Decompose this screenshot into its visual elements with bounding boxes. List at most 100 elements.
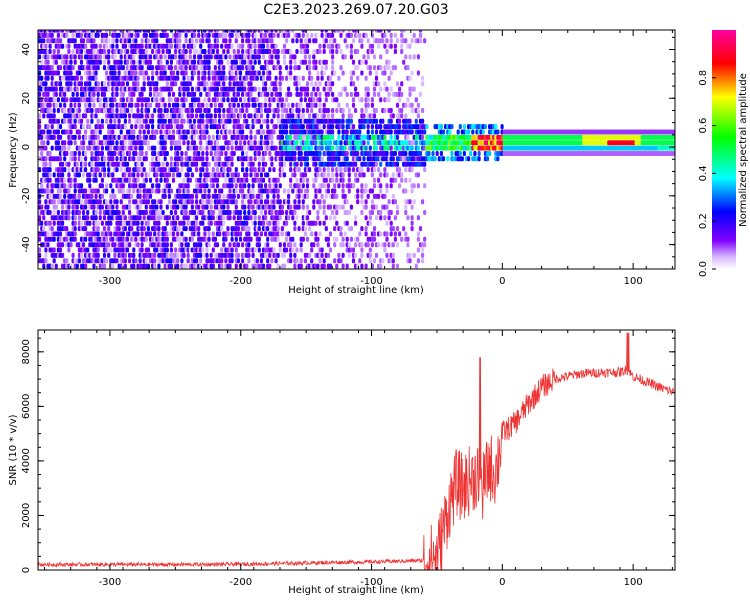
heatmap-cell bbox=[92, 38, 96, 44]
heatmap-cell bbox=[77, 210, 81, 215]
heatmap-cell bbox=[73, 177, 77, 183]
heatmap-cell bbox=[318, 49, 322, 54]
heatmap-cell bbox=[339, 167, 343, 173]
heatmap-cell bbox=[266, 226, 270, 232]
heatmap-cell bbox=[136, 231, 140, 237]
heatmap-cell bbox=[364, 231, 368, 237]
heatmap-cell bbox=[226, 49, 230, 54]
heatmap-cell bbox=[364, 215, 368, 221]
heatmap-cell bbox=[119, 129, 123, 135]
heatmap-cell bbox=[138, 258, 142, 264]
heatmap-cell bbox=[201, 210, 205, 215]
heatmap-cell bbox=[138, 215, 142, 221]
heatmap-cell bbox=[146, 97, 150, 103]
heatmap-cell bbox=[354, 86, 358, 92]
heatmap-cell bbox=[218, 124, 222, 130]
heatmap-cell bbox=[339, 32, 343, 38]
heatmap-cell bbox=[387, 91, 391, 97]
heatmap-cell bbox=[140, 145, 144, 151]
heatmap-cell bbox=[249, 59, 253, 65]
heatmap-cell bbox=[107, 167, 111, 173]
heatmap-cell bbox=[151, 156, 155, 162]
heatmap-cell bbox=[316, 263, 320, 269]
heatmap-cell bbox=[115, 108, 119, 113]
heatmap-cell bbox=[421, 75, 425, 81]
heatmap-cell bbox=[268, 167, 272, 173]
heatmap-cell bbox=[46, 91, 50, 97]
heatmap-cell bbox=[324, 65, 328, 71]
heatmap-cell bbox=[274, 43, 278, 49]
heatmap-cell bbox=[297, 193, 301, 199]
heatmap-cell bbox=[96, 247, 100, 253]
heatmap-cell bbox=[360, 59, 364, 65]
heatmap-cell bbox=[293, 220, 297, 226]
heatmap-cell bbox=[157, 263, 161, 269]
heatmap-cell bbox=[257, 161, 261, 167]
heatmap-cell bbox=[54, 263, 58, 269]
heatmap-cell bbox=[132, 188, 136, 194]
heatmap-cell bbox=[48, 167, 52, 173]
heatmap-cell bbox=[423, 167, 427, 173]
heatmap-cell bbox=[203, 86, 207, 92]
heatmap-cell bbox=[264, 97, 268, 103]
heatmap-cell bbox=[77, 102, 81, 108]
heatmap-cell bbox=[305, 161, 310, 167]
heatmap-cell bbox=[347, 108, 351, 113]
heatmap-cell bbox=[318, 43, 322, 49]
heatmap-cell bbox=[393, 231, 397, 237]
heatmap-cell bbox=[305, 86, 310, 92]
heatmap-cell bbox=[351, 70, 356, 76]
heatmap-cell bbox=[63, 91, 67, 97]
heatmap-cell bbox=[408, 258, 412, 264]
heatmap-cell bbox=[73, 231, 77, 237]
heatmap-cell bbox=[71, 252, 75, 258]
heatmap-cell bbox=[337, 156, 341, 162]
heatmap-cell bbox=[360, 43, 364, 49]
heatmap-cell bbox=[207, 59, 211, 65]
heatmap-cell bbox=[92, 97, 96, 103]
heatmap-cell bbox=[38, 236, 42, 242]
heatmap-cell bbox=[115, 156, 119, 162]
heatmap-cell bbox=[213, 65, 217, 71]
heatmap-cell bbox=[100, 177, 104, 183]
heatmap-cell bbox=[136, 75, 140, 81]
heatmap-cell bbox=[121, 81, 125, 87]
heatmap-cell bbox=[387, 199, 391, 205]
heatmap-cell bbox=[257, 70, 261, 76]
heatmap-cell bbox=[38, 167, 42, 173]
heatmap-cell bbox=[86, 210, 90, 215]
heatmap-cell bbox=[345, 151, 349, 156]
heatmap-cell bbox=[230, 32, 234, 38]
heatmap-cell bbox=[140, 242, 144, 248]
heatmap-cell bbox=[232, 215, 236, 221]
heatmap-cell bbox=[71, 108, 75, 113]
heatmap-cell bbox=[280, 226, 284, 232]
heatmap-cell bbox=[220, 263, 224, 269]
heatmap-cell bbox=[354, 220, 358, 226]
heatmap-cell bbox=[207, 108, 211, 113]
heatmap-cell bbox=[111, 108, 115, 113]
heatmap-cell bbox=[318, 102, 322, 108]
heatmap-cell bbox=[322, 43, 326, 49]
heatmap-cell bbox=[320, 145, 324, 151]
heatmap-cell bbox=[165, 247, 169, 253]
heatmap-cell bbox=[163, 118, 167, 124]
heatmap-cell bbox=[50, 75, 54, 81]
heatmap-cell bbox=[44, 252, 48, 258]
heatmap-cell bbox=[303, 54, 307, 60]
heatmap-cell bbox=[40, 134, 44, 140]
heatmap-cell bbox=[186, 258, 190, 264]
heatmap-cell bbox=[178, 188, 182, 194]
heatmap-cell bbox=[400, 91, 404, 97]
heatmap-cell bbox=[178, 236, 182, 242]
heatmap-cell bbox=[138, 134, 142, 140]
heatmap-cell bbox=[391, 258, 395, 264]
heatmap-cell bbox=[335, 193, 339, 199]
heatmap-cell bbox=[222, 65, 226, 71]
heatmap-cell bbox=[67, 49, 71, 54]
heatmap-cell bbox=[257, 151, 261, 156]
heatmap-cell bbox=[282, 242, 287, 248]
heatmap-cell bbox=[287, 188, 291, 194]
heatmap-cell bbox=[372, 167, 377, 173]
heatmap-cell bbox=[207, 65, 211, 71]
